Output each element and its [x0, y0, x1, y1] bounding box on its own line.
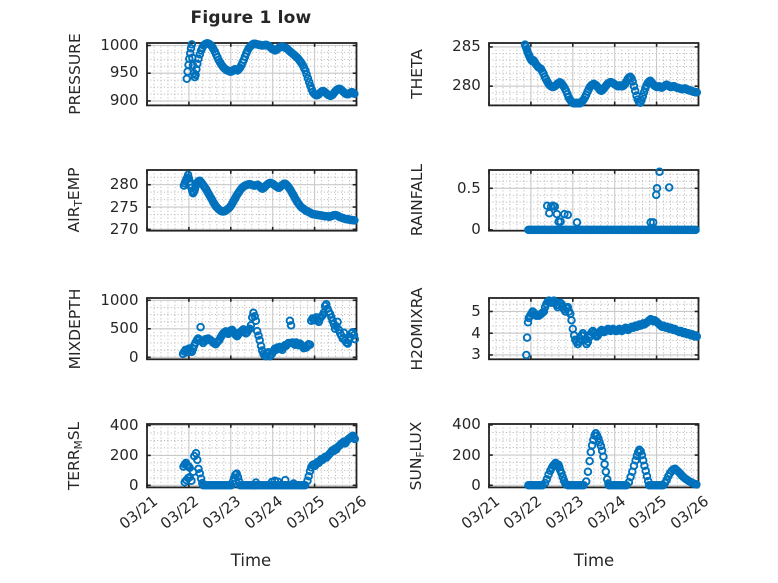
y-tick-label: 400	[109, 415, 139, 434]
y-tick-label: 0	[471, 220, 481, 239]
y-tick-label: 200	[452, 445, 481, 464]
data-series-mixdepth	[178, 300, 359, 361]
plot-rainfall	[487, 167, 700, 235]
y-tick-label: 1000	[100, 290, 139, 309]
x-tick-label: 03/26	[667, 492, 713, 534]
major-grid	[146, 42, 356, 105]
x-tick-label: 03/25	[625, 492, 671, 534]
tick-marks	[145, 169, 357, 231]
x-tick-label: 03/22	[157, 492, 203, 534]
plot-sun_flux	[487, 423, 701, 490]
y-tick-label: 5	[471, 301, 481, 320]
data-series-sun_flux	[523, 428, 701, 490]
x-axis-label-right: Time	[573, 551, 615, 570]
x-tick-label: 03/22	[499, 492, 545, 534]
major-grid	[488, 297, 699, 360]
tick-marks	[145, 42, 357, 105]
tick-marks	[145, 423, 357, 488]
minor-grid	[146, 169, 356, 231]
major-grid	[488, 169, 699, 231]
y-tick-label: 270	[109, 219, 139, 238]
axes-frame	[487, 41, 700, 106]
x-axis-label-left: Time	[230, 551, 272, 570]
x-tick-label: 03/24	[583, 492, 629, 534]
axes-frame	[145, 169, 357, 232]
data-series-air_temp	[179, 170, 359, 225]
figure-title: Figure 1 low	[190, 8, 312, 28]
axes-frame	[487, 297, 700, 361]
x-tick-label: 03/25	[283, 492, 329, 534]
minor-grid	[146, 423, 356, 488]
y-tick-label: 0	[128, 347, 139, 366]
y-tick-label: 280	[452, 76, 481, 95]
plot-air_temp	[145, 169, 359, 232]
x-tick-label: 03/21	[457, 492, 503, 534]
data-series-terr_msl	[178, 431, 359, 490]
y-tick-label: 275	[109, 197, 139, 216]
minor-grid	[488, 169, 699, 231]
data-series-theta	[520, 39, 701, 108]
minor-grid	[488, 423, 699, 488]
x-tick-label: 03/21	[115, 492, 161, 534]
y-tick-label: 950	[109, 63, 139, 82]
y-tick-label: 500	[109, 319, 139, 338]
data-series-h2omixra	[521, 296, 701, 360]
y-tick-label: 1000	[100, 35, 139, 54]
y-tick-label: 0.5	[456, 178, 481, 197]
y-tick-label: 0	[128, 475, 139, 494]
y-tick-label: 4	[471, 323, 481, 342]
x-tick-label: 03/23	[199, 492, 245, 534]
x-tick-label: 03/24	[241, 492, 287, 534]
data-series-rainfall	[523, 167, 700, 235]
y-tick-label: 285	[452, 37, 481, 56]
plot-h2omixra	[487, 296, 701, 361]
y-tick-label: 3	[471, 345, 481, 364]
y-tick-label: 400	[452, 415, 481, 434]
y-tick-label: 200	[109, 445, 139, 464]
plot-theta	[487, 39, 701, 108]
y-tick-label: 280	[109, 175, 139, 194]
plot-terr_msl	[145, 423, 359, 490]
x-tick-label: 03/23	[541, 492, 587, 534]
data-series-pressure	[182, 38, 359, 100]
x-tick-label: 03/26	[324, 492, 371, 534]
y-tick-label: 0	[471, 475, 481, 494]
plot-mixdepth	[145, 297, 359, 361]
plot-pressure	[145, 38, 359, 106]
y-tick-label: 900	[109, 91, 139, 110]
